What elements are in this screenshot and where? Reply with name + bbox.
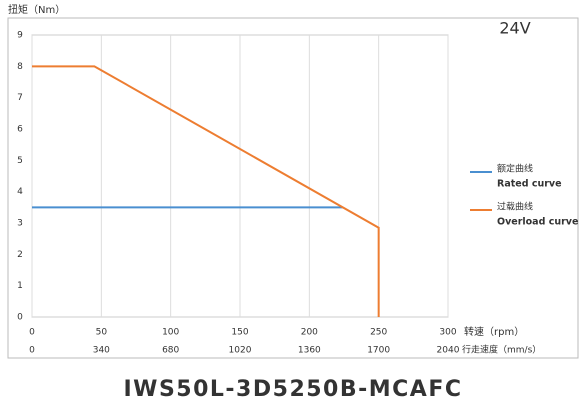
y-tick-label: 5 <box>17 156 23 166</box>
legend-label: 过载曲线 <box>497 201 533 213</box>
x-tick-label: 300 <box>439 328 456 338</box>
series-line <box>32 65 380 317</box>
y-tick-label: 3 <box>17 219 23 229</box>
y-axis-title: 扭矩（Nm） <box>8 3 65 16</box>
y-tick-label: 7 <box>17 93 23 103</box>
y-tick-label: 1 <box>17 281 23 291</box>
y-tick-label: 9 <box>17 31 23 41</box>
legend-sublabel: Rated curve <box>497 179 562 190</box>
y-tick-label: 4 <box>17 187 23 197</box>
y-tick-label: 0 <box>17 313 23 323</box>
chart-title: 24V <box>499 19 530 38</box>
frame <box>7 17 579 359</box>
x2-axis-title: 行走速度（mm/s） <box>462 344 541 356</box>
legend-label: 额定曲线 <box>497 163 533 175</box>
x-tick-label: 0 <box>29 328 35 338</box>
y-tick-label: 8 <box>17 62 23 72</box>
x-tick-label: 50 <box>96 328 108 338</box>
y-tick-label: 6 <box>17 125 23 135</box>
legend-sublabel: Overload curve <box>497 217 578 228</box>
x-axis-title: 转速（rpm） <box>464 325 524 338</box>
caption: IWS50L-3D5250B-MCAFC <box>124 377 463 402</box>
x2-tick-label: 0 <box>29 346 35 356</box>
x2-tick-label: 1360 <box>298 346 321 356</box>
x2-tick-label: 1020 <box>229 346 252 356</box>
x-tick-label: 200 <box>301 328 318 338</box>
x-tick-label: 250 <box>370 328 387 338</box>
x-tick-label: 150 <box>231 328 248 338</box>
x-tick-label: 100 <box>162 328 179 338</box>
x2-tick-label: 1700 <box>367 346 390 356</box>
x2-tick-label: 340 <box>93 346 110 356</box>
x2-tick-label: 2040 <box>437 346 460 356</box>
x2-tick-label: 680 <box>162 346 179 356</box>
y-tick-label: 2 <box>17 250 23 260</box>
